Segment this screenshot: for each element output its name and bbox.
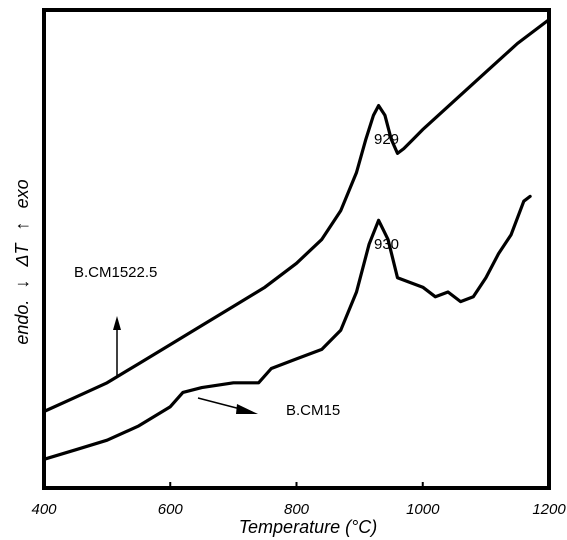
- y-label-arrow-down: ↓: [12, 280, 32, 289]
- x-axis-label: Temperature (°C): [239, 517, 378, 537]
- y-label-exo: exo: [12, 179, 32, 208]
- x-tick-label: 1000: [406, 501, 440, 518]
- arrowhead-up: [113, 316, 121, 330]
- x-tick-label: 600: [158, 501, 184, 518]
- x-tick-label: 800: [284, 501, 310, 518]
- series-line-b-cm1522-5: [42, 18, 551, 414]
- peak-label-930: 930: [374, 236, 399, 253]
- peak-label-929: 929: [374, 131, 399, 148]
- y-axis-label: endo. ↓ ΔT ↑ exo: [12, 179, 32, 344]
- y-label-endo: endo.: [12, 300, 32, 345]
- x-tick-label: 400: [31, 501, 57, 518]
- y-label-delta-t: ΔT: [12, 241, 32, 267]
- series-label-bcm15: B.CM15: [286, 402, 340, 419]
- x-ticks: 400 600 800 1000 1200: [31, 482, 566, 518]
- curves-layer: [42, 18, 551, 461]
- series-line-b-cm15: [42, 194, 532, 461]
- series-label-bcm1522-5: B.CM1522.5: [74, 264, 157, 281]
- svg-text:endo. ↓ ΔT ↑: endo. ↓ ΔT ↑ exo: [12, 179, 32, 344]
- arrowhead-right: [236, 404, 258, 414]
- y-label-arrow-up: ↑: [12, 221, 32, 230]
- x-tick-label: 1200: [532, 501, 566, 518]
